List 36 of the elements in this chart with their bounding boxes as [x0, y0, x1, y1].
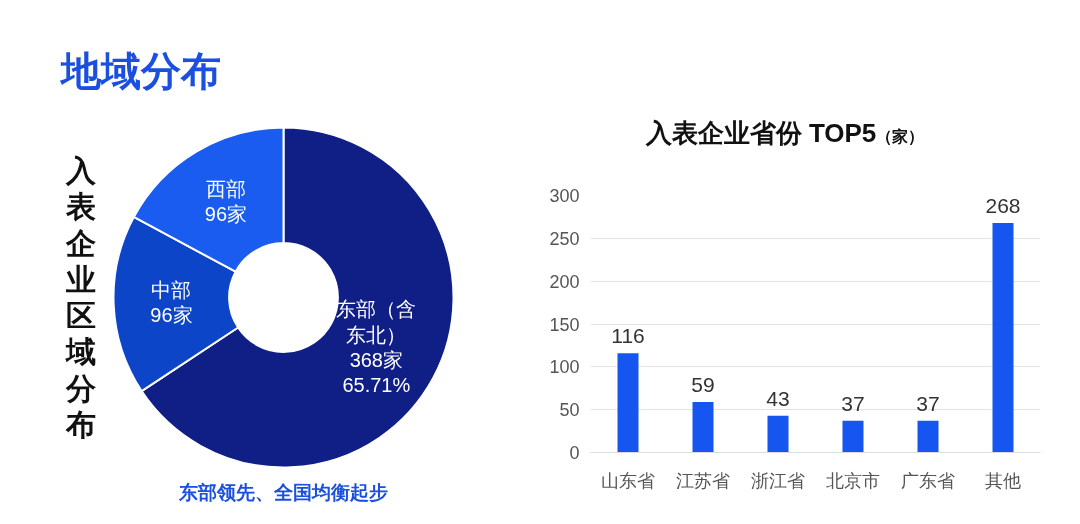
chart-subtitle: （家） [876, 128, 925, 145]
text: 东部领先、全国均衡起步 [178, 481, 388, 503]
x-tick-label: 江苏省 [676, 470, 730, 491]
data-label: 59 [691, 372, 715, 396]
y-tick-label: 200 [549, 271, 580, 292]
slice-label: 中部 [151, 278, 192, 301]
y-tick-label: 250 [549, 228, 580, 249]
slice-label: 东部（含东北） [336, 298, 417, 346]
data-label: 116 [611, 324, 645, 348]
bar [917, 420, 939, 453]
chart-title: 地域分布 [58, 48, 221, 93]
data-label: 268 [985, 193, 1021, 217]
data-label: 96家 [204, 202, 248, 225]
x-tick-label: 浙江省 [751, 470, 805, 491]
y-tick-label: 50 [559, 400, 580, 421]
x-tick-label: 山东省 [601, 470, 655, 491]
y-tick-label: 300 [549, 186, 580, 206]
bar [842, 420, 864, 453]
data-label: 368家 65.71% [342, 349, 411, 397]
bar [767, 415, 789, 453]
data-label: 43 [766, 386, 790, 410]
slice-label: 西部 [205, 177, 246, 200]
data-label: 37 [841, 391, 865, 415]
bar [692, 401, 714, 453]
text: 入表企业区域分布 [65, 153, 98, 442]
x-tick-label: 广东省 [901, 470, 955, 491]
y-tick-label: 0 [569, 443, 580, 463]
chart-title: 入表企业省份 TOP5 [645, 118, 877, 148]
bar [992, 222, 1014, 453]
y-tick-label: 100 [549, 357, 580, 378]
x-tick-label: 北京市 [826, 470, 880, 491]
x-tick-label: 其他 [985, 470, 1021, 491]
data-label: 37 [916, 391, 940, 415]
bar [617, 353, 639, 453]
data-label: 96家 [150, 304, 193, 327]
y-tick-label: 150 [549, 314, 580, 335]
